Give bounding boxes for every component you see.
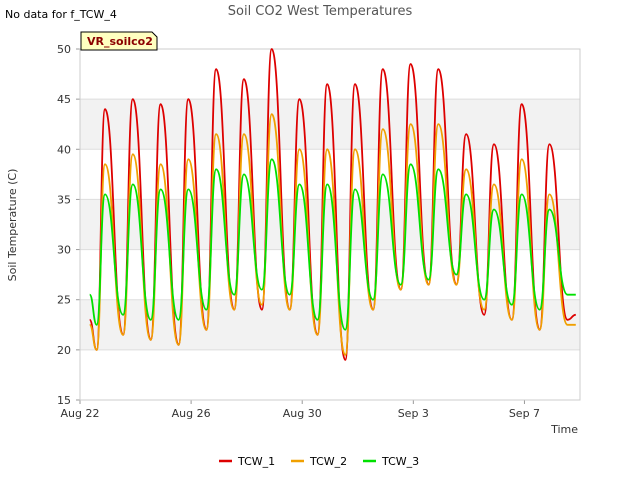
site-label: VR_soilco2: [87, 35, 153, 48]
legend-label-tcw-1: TCW_1: [237, 455, 275, 468]
plot-bands: [80, 99, 580, 350]
y-tick-label: 35: [57, 193, 71, 206]
grid-band: [80, 299, 580, 350]
site-label-box: VR_soilco2: [80, 31, 158, 51]
y-axis-label: Soil Temperature (C): [6, 169, 19, 282]
y-tick-label: 25: [57, 294, 71, 307]
x-tick-label: Sep 3: [398, 407, 429, 420]
no-data-notice: No data for f_TCW_4: [5, 8, 117, 21]
x-tick-label: Aug 26: [172, 407, 211, 420]
legend-label-tcw-2: TCW_2: [309, 455, 347, 468]
x-tick-label: Sep 7: [509, 407, 540, 420]
y-tick-label: 50: [57, 43, 71, 56]
site-label-badge: [80, 31, 158, 51]
legend: TCW_1 TCW_2 TCW_3: [219, 455, 419, 468]
series-line-tcw-3: [88, 158, 576, 331]
y-tick-label: 30: [57, 244, 71, 257]
x-axis-ticks: Aug 22 Aug 26 Aug 30 Sep 3 Sep 7: [61, 400, 540, 420]
x-tick-label: Aug 22: [61, 407, 100, 420]
y-axis-ticks: 15 20 25 30 35 40 45 50: [57, 43, 80, 407]
y-tick-label: 45: [57, 93, 71, 106]
series-lines: [88, 48, 576, 361]
x-tick-label: Aug 30: [283, 407, 322, 420]
grid-band: [80, 99, 580, 150]
y-tick-label: 40: [57, 143, 71, 156]
y-tick-label: 20: [57, 344, 71, 357]
x-axis-label: Time: [550, 423, 578, 436]
plot-frame: [79, 48, 581, 401]
y-tick-label: 15: [57, 394, 71, 407]
legend-label-tcw-3: TCW_3: [381, 455, 419, 468]
grid-band: [80, 199, 580, 250]
chart-title: Soil CO2 West Temperatures: [228, 4, 413, 19]
